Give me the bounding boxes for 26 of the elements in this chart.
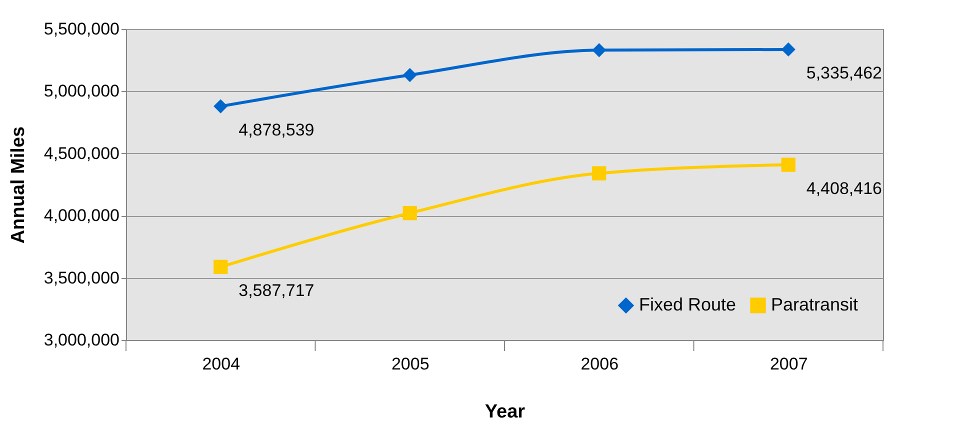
point [214, 260, 228, 274]
data-label: 4,878,539 [238, 120, 314, 140]
data-label: 4,408,416 [806, 178, 882, 198]
point [592, 43, 606, 58]
x-tick-label: 2004 [202, 354, 240, 374]
y-tick-label: 4,500,000 [44, 144, 120, 163]
legend-label: Fixed Route [639, 294, 736, 314]
y-tick-label: 3,500,000 [44, 268, 120, 288]
x-tick-label: 2006 [580, 354, 619, 374]
point [781, 158, 796, 172]
point [402, 68, 417, 82]
point [402, 206, 417, 220]
y-tick-label: 3,000,000 [44, 330, 120, 350]
x-tick-label: 2005 [391, 354, 430, 374]
legend-label: Paratransit [771, 294, 858, 314]
point [214, 99, 228, 114]
x-axis-title: Year [484, 402, 526, 422]
y-tick-label: 5,000,000 [44, 82, 120, 101]
point [781, 42, 796, 57]
y-tick-label: 4,000,000 [44, 206, 120, 226]
y-tick-label: 5,500,000 [44, 20, 120, 38]
y-axis-title: Annual Miles [8, 126, 29, 244]
data-label: 5,335,462 [806, 63, 882, 82]
point [592, 166, 606, 180]
data-label: 3,587,717 [238, 280, 314, 300]
x-tick-label: 2007 [770, 354, 808, 374]
